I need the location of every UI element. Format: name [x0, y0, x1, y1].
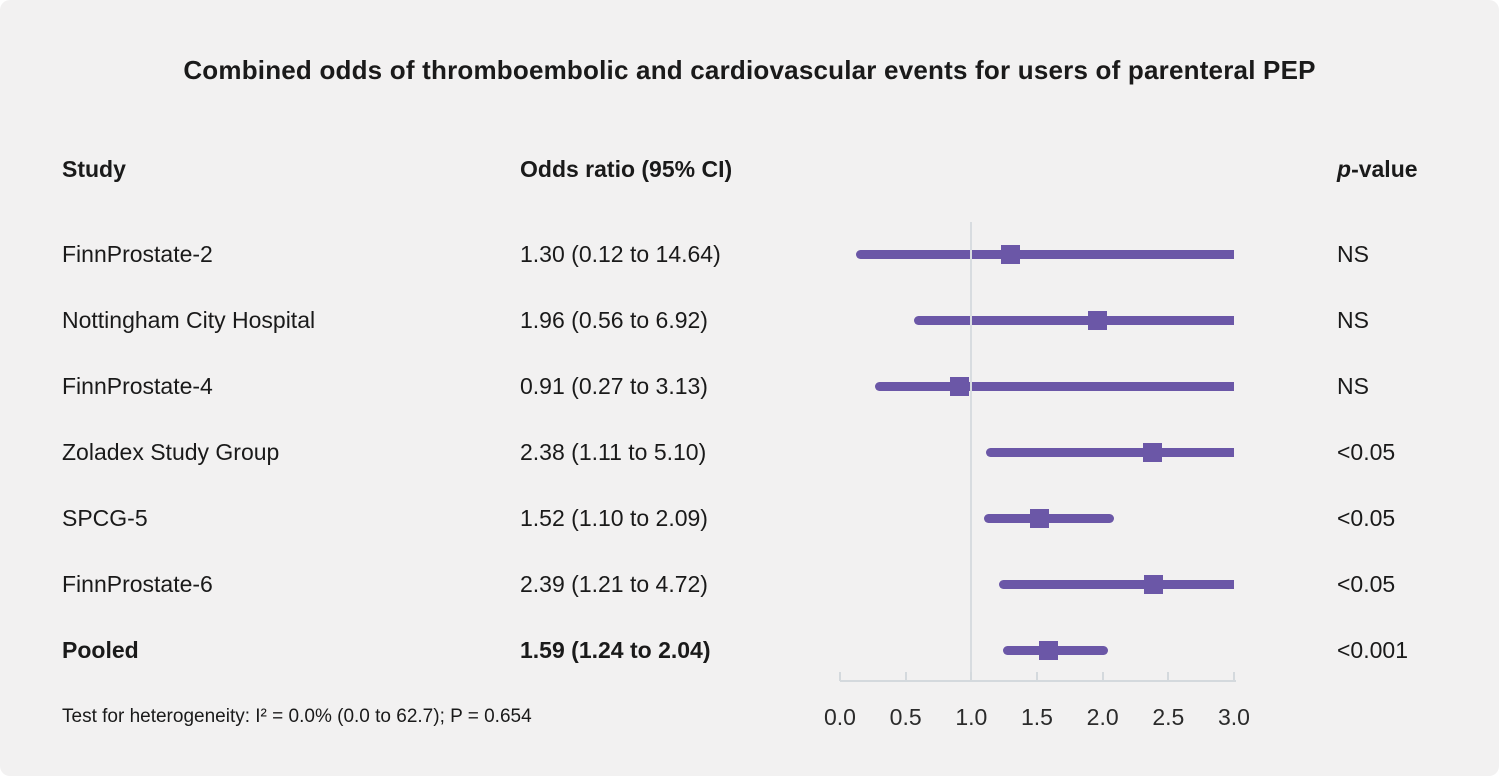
- x-axis-tick: [970, 672, 973, 681]
- odds-ratio-marker: [1144, 574, 1164, 594]
- reference-line-or-1: [970, 222, 973, 682]
- study-label: FinnProstate-6: [62, 571, 213, 597]
- confidence-interval-line: [875, 381, 1234, 391]
- odds-ratio-value: 1.59 (1.24 to 2.04): [520, 637, 711, 663]
- study-label: FinnProstate-4: [62, 373, 213, 399]
- odds-ratio-value: 1.96 (0.56 to 6.92): [520, 307, 708, 333]
- x-axis-tick-label: 2.0: [1086, 704, 1119, 730]
- odds-ratio-marker: [1143, 442, 1163, 462]
- p-value: <0.05: [1337, 439, 1396, 465]
- p-value-italic-p: p: [1337, 156, 1352, 182]
- confidence-interval-line: [998, 579, 1234, 589]
- x-axis-tick: [904, 672, 907, 681]
- confidence-interval-line: [855, 249, 1234, 259]
- odds-ratio-value: 2.39 (1.21 to 4.72): [520, 571, 708, 597]
- x-axis-tick: [1167, 672, 1170, 681]
- p-value: <0.001: [1337, 637, 1408, 663]
- column-header-p-value: p-value: [1337, 156, 1418, 183]
- odds-ratio-marker: [1087, 310, 1107, 330]
- odds-ratio-value: 2.38 (1.11 to 5.10): [520, 439, 707, 465]
- x-axis-tick-label: 1.5: [1021, 704, 1053, 730]
- heterogeneity-note: Test for heterogeneity: I² = 0.0% (0.0 t…: [62, 706, 532, 727]
- x-axis-tick-label: 3.0: [1218, 704, 1250, 730]
- study-label: SPCG-5: [62, 505, 148, 531]
- odds-ratio-marker: [1030, 508, 1050, 528]
- study-label: Pooled: [62, 637, 139, 663]
- confidence-interval-line: [913, 315, 1234, 325]
- odds-ratio-marker: [1001, 244, 1021, 264]
- x-axis-tick-label: 0.0: [824, 704, 856, 730]
- odds-ratio-value: 0.91 (0.27 to 3.13): [520, 373, 708, 399]
- odds-ratio-marker: [1039, 640, 1059, 660]
- p-value-rest: -value: [1351, 156, 1418, 182]
- x-axis-tick: [1036, 672, 1038, 681]
- p-value: NS: [1337, 307, 1369, 333]
- study-label: Zoladex Study Group: [62, 439, 280, 465]
- odds-ratio-value: 1.30 (0.12 to 14.64): [520, 241, 721, 267]
- column-header-odds-ratio: Odds ratio (95% CI): [520, 156, 733, 182]
- x-axis-tick-label: 2.5: [1152, 704, 1185, 730]
- p-value: <0.05: [1337, 505, 1396, 531]
- confidence-interval-line: [985, 447, 1234, 457]
- column-header-study: Study: [62, 156, 126, 182]
- odds-ratio-marker: [950, 376, 969, 396]
- x-axis-tick: [1101, 672, 1104, 681]
- x-axis-tick-label: 1.0: [955, 704, 988, 730]
- x-axis-tick: [839, 672, 841, 681]
- p-value: NS: [1337, 241, 1369, 267]
- confidence-interval-line: [984, 513, 1115, 523]
- x-axis-line: [840, 680, 1236, 682]
- odds-ratio-value: 1.52 (1.10 to 2.09): [520, 505, 708, 531]
- study-label: FinnProstate-2: [62, 241, 213, 267]
- x-axis-tick-label: 0.5: [889, 704, 922, 730]
- p-value: NS: [1337, 373, 1369, 399]
- chart-title: Combined odds of thromboembolic and card…: [183, 55, 1316, 85]
- x-axis-tick: [1233, 672, 1235, 681]
- study-label: Nottingham City Hospital: [62, 307, 316, 333]
- p-value: <0.05: [1337, 571, 1396, 597]
